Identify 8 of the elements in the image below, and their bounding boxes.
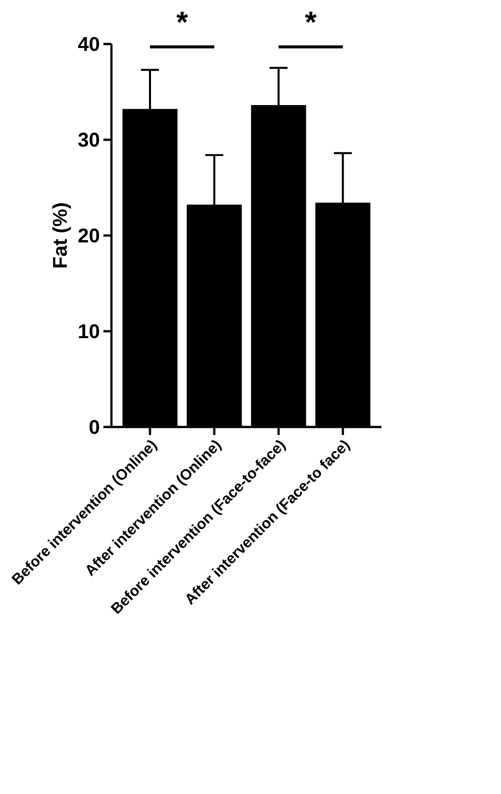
- text: *: [176, 12, 188, 23]
- y-tick-label: 0: [90, 420, 100, 434]
- y-axis-title: Fat (%): [52, 203, 71, 268]
- text: *: [304, 12, 317, 23]
- y-tick-label: 30: [78, 132, 100, 147]
- y-tick-label: 10: [78, 324, 100, 338]
- y-tick-label: 40: [78, 36, 100, 52]
- y-tick-label: 20: [78, 228, 100, 243]
